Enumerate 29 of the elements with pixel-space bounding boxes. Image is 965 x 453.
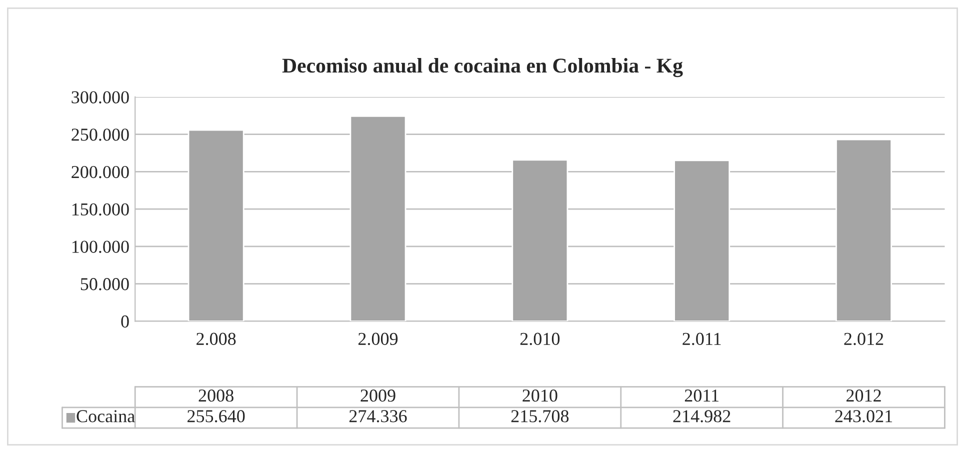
- x-tick-label: 2.012: [844, 332, 884, 346]
- y-tick-label: 50.000: [80, 278, 129, 290]
- bar: [512, 159, 568, 322]
- data-label: 215.708: [511, 410, 569, 422]
- x-tick-label: 2.009: [358, 332, 398, 346]
- bar: [836, 138, 892, 322]
- data-label: 243.021: [835, 410, 892, 422]
- legend-label: Cocaina: [76, 410, 135, 422]
- data-label: 274.336: [349, 410, 407, 422]
- data-label: 255.640: [188, 410, 245, 422]
- bar: [674, 160, 730, 322]
- y-tick-label: 300.000: [72, 91, 129, 104]
- y-tick-label: 250.000: [72, 128, 129, 141]
- x-tick-label: 2.010: [520, 332, 560, 346]
- x-tick-label: 2.008: [196, 332, 236, 346]
- bar: [350, 115, 406, 322]
- text: 2012: [846, 390, 881, 402]
- data-label: 214.982: [673, 410, 730, 422]
- x-tick-label: 2.011: [682, 332, 721, 346]
- y-tick-label: 0: [121, 315, 129, 328]
- text: 2008: [198, 390, 234, 402]
- y-tick-label: 100.000: [72, 240, 129, 253]
- y-tick-label: 150.000: [72, 203, 129, 216]
- y-tick-label: 200.000: [72, 166, 129, 178]
- text: 2011: [684, 390, 718, 402]
- bar: [188, 129, 244, 322]
- chart-title: Decomiso anual de cocaina en Colombia - Kg: [282, 58, 683, 78]
- text: 2010: [522, 390, 558, 402]
- text: 2009: [360, 390, 396, 402]
